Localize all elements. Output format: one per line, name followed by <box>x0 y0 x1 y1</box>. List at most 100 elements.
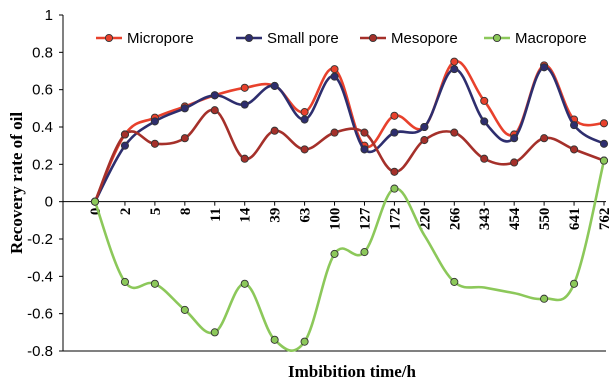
x-tick-label: 343 <box>477 208 493 231</box>
x-tick-label: 39 <box>268 208 284 223</box>
data-point <box>360 145 369 154</box>
series-mesopore <box>90 106 609 206</box>
data-point <box>450 277 459 286</box>
data-point <box>390 184 399 193</box>
data-point <box>300 145 309 154</box>
legend-item: Micropore <box>96 30 194 47</box>
data-point <box>540 63 549 72</box>
x-tick-label: 11 <box>208 208 224 222</box>
series-small-pore <box>90 63 609 206</box>
data-point <box>480 117 489 126</box>
data-point <box>270 335 279 344</box>
data-point <box>300 115 309 124</box>
x-tick-label: 220 <box>417 208 433 231</box>
x-tick-label: 127 <box>357 207 373 230</box>
x-tick-label: 454 <box>507 207 523 230</box>
data-point <box>420 136 429 145</box>
data-point <box>570 121 579 130</box>
series-line <box>93 60 605 203</box>
data-point <box>210 328 219 337</box>
data-point <box>150 117 159 126</box>
y-tick-label: -0.8 <box>27 343 53 360</box>
data-point <box>330 72 339 81</box>
legend-item: Mesopore <box>360 30 458 47</box>
legend-marker <box>368 33 378 43</box>
data-point <box>360 128 369 137</box>
data-point <box>240 100 249 109</box>
x-tick-label: 2 <box>118 208 134 216</box>
x-tick-label: 762 <box>597 208 613 231</box>
data-point <box>390 128 399 137</box>
x-tick-label: 14 <box>238 207 254 223</box>
data-point <box>390 111 399 120</box>
data-point <box>120 141 129 150</box>
y-tick-label: -0.4 <box>27 268 53 285</box>
data-point <box>540 134 549 143</box>
data-point <box>210 91 219 100</box>
y-tick-label: 0.8 <box>32 44 53 61</box>
series-line <box>93 65 605 203</box>
legend-label: Small pore <box>267 30 339 47</box>
data-point <box>390 167 399 176</box>
data-point <box>180 305 189 314</box>
legend-marker <box>492 33 502 43</box>
legend-label: Mesopore <box>391 30 458 47</box>
x-tick-label: 172 <box>387 208 403 231</box>
data-point <box>510 158 519 167</box>
data-point <box>450 128 459 137</box>
data-point <box>120 277 129 286</box>
data-point <box>510 134 519 143</box>
y-tick-label: 0.4 <box>32 119 53 136</box>
y-tick-label: 0.6 <box>32 82 53 99</box>
data-point <box>150 279 159 288</box>
y-tick-label: -0.6 <box>27 306 53 323</box>
y-tick-label: 0.2 <box>32 156 53 173</box>
y-tick-label: -0.2 <box>27 231 53 248</box>
data-point <box>420 122 429 132</box>
x-tick-label: 550 <box>537 208 553 231</box>
data-point <box>450 65 459 74</box>
data-point <box>330 65 339 74</box>
x-axis-title: Imbibition time/h <box>288 362 417 381</box>
series-macropore <box>90 156 609 352</box>
data-point <box>270 126 279 135</box>
data-point <box>210 106 219 115</box>
legend-marker <box>104 33 114 43</box>
x-tick-label: 266 <box>447 207 463 230</box>
data-point <box>450 57 459 66</box>
data-point <box>480 154 489 163</box>
x-tick-label: 641 <box>567 208 583 231</box>
data-point <box>330 249 339 258</box>
data-point <box>240 279 249 288</box>
x-tick-label: 8 <box>178 208 194 216</box>
data-point <box>240 154 249 163</box>
legend-marker <box>244 33 254 43</box>
y-axis-title: Recovery rate of oil <box>7 112 26 254</box>
data-point <box>150 139 159 148</box>
series-micropore <box>90 57 609 206</box>
legend-item: Small pore <box>236 30 339 47</box>
series-line <box>93 160 606 352</box>
data-point <box>270 81 279 90</box>
data-point <box>90 197 100 206</box>
data-point <box>599 139 609 148</box>
data-point <box>480 96 489 105</box>
data-point <box>180 104 189 113</box>
data-point <box>300 108 309 117</box>
data-point <box>540 294 549 303</box>
data-point <box>599 156 609 165</box>
data-point <box>240 83 249 92</box>
x-tick-label: 100 <box>328 208 344 231</box>
y-tick-label: 0 <box>45 194 53 211</box>
data-point <box>599 119 609 128</box>
data-point <box>360 248 369 257</box>
data-point <box>570 145 579 154</box>
legend-label: Macropore <box>515 30 587 47</box>
legend-label: Micropore <box>127 30 194 47</box>
series-line <box>93 108 605 203</box>
y-tick-label: 1 <box>45 7 53 24</box>
x-tick-label: 5 <box>148 208 164 216</box>
data-point <box>300 337 309 346</box>
